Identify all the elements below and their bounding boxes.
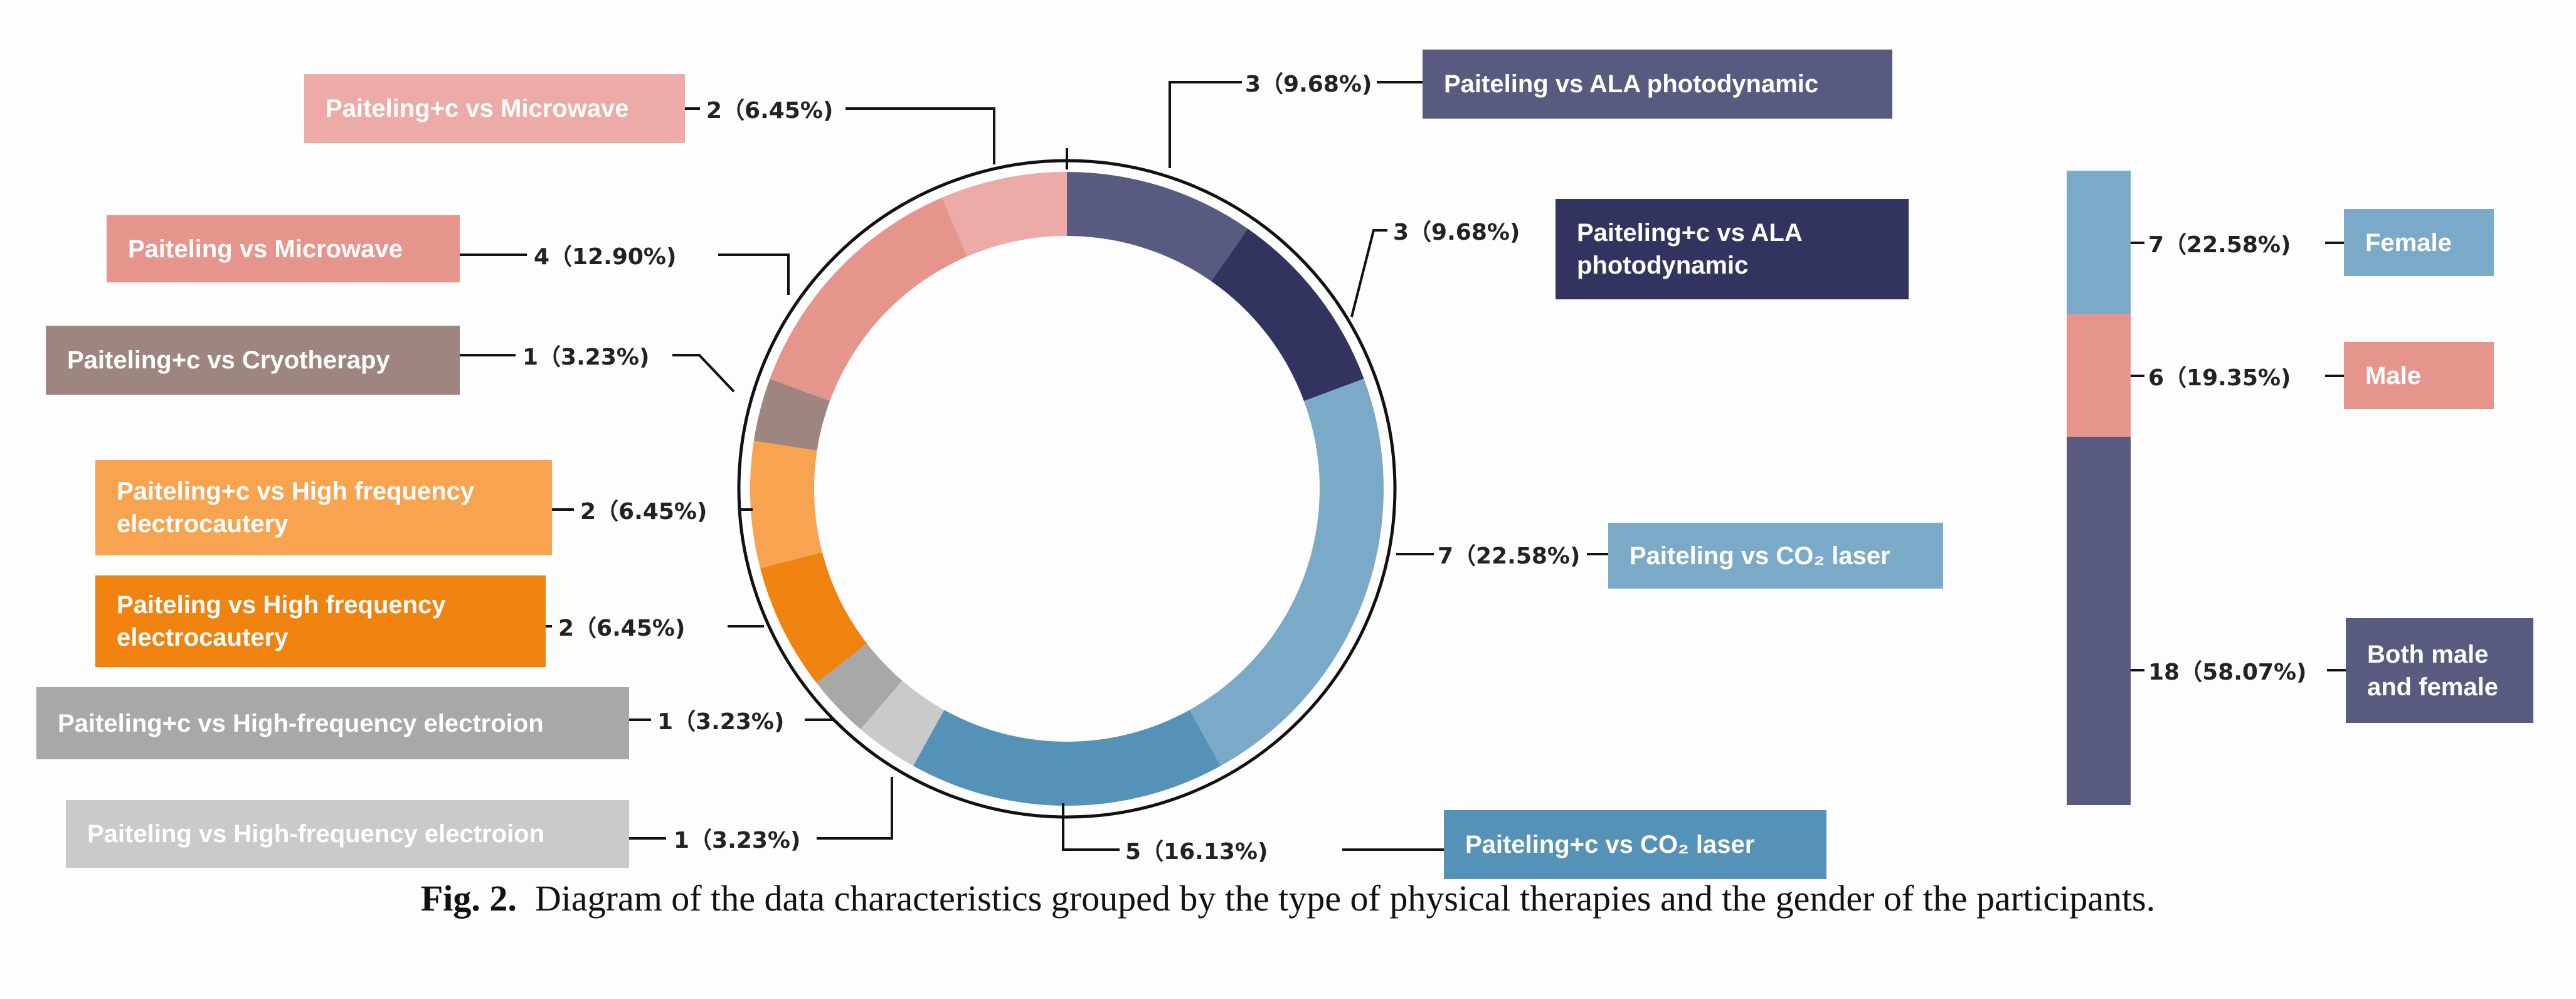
leader-line-ring-3 [1062, 803, 1120, 851]
gender-label-box-2: Both male and female [2346, 618, 2533, 723]
gender-bar-segment-0 [2067, 171, 2131, 314]
therapy-value-label-4: 1（3.23%) [674, 828, 801, 853]
donut-segment-8 [753, 378, 830, 451]
leader-line-ring-4 [817, 777, 893, 840]
caption-label: Fig. 2. [420, 878, 517, 919]
therapy-value-label-6: 2（6.45%) [558, 616, 686, 641]
figure-caption: Fig. 2. Diagram of the data characterist… [0, 877, 2576, 919]
caption-text: Diagram of the data characteristics grou… [534, 878, 2156, 919]
donut-segment-3 [913, 710, 1221, 806]
therapy-value-label-10: 2（6.45%) [706, 98, 834, 124]
therapy-label-box-2: Paiteling vs CO₂ laser [1608, 523, 1943, 589]
leader-line-ring-10 [845, 107, 995, 164]
therapy-value-label-5: 1（3.23%) [657, 709, 785, 735]
gender-value-label-2: 18（58.07%) [2148, 660, 2307, 685]
therapy-value-label-3: 5（16.13%) [1125, 839, 1268, 865]
therapy-label-box-5: Paiteling+c vs High-frequency electroion [36, 687, 629, 759]
therapy-label-box-10: Paiteling+c vs Microwave [304, 74, 685, 143]
donut-segment-2 [1189, 378, 1384, 766]
donut-segment-7 [750, 441, 822, 569]
leader-line-ring-8 [672, 354, 735, 393]
therapy-value-label-1: 3（9.68%) [1393, 220, 1520, 245]
donut-segment-0 [1067, 172, 1248, 282]
therapy-label-box-9: Paiteling vs Microwave [107, 215, 460, 282]
gender-label-box-0: Female [2344, 209, 2494, 276]
donut-segment-1 [1211, 228, 1364, 402]
donut-segment-4 [861, 680, 945, 766]
gender-value-label-1: 6（19.35%) [2148, 365, 2291, 391]
outer-ring [737, 159, 1397, 819]
therapy-value-label-7: 2（6.45%) [580, 499, 708, 525]
leader-line-1 [1350, 229, 1387, 318]
donut-segment-10 [941, 172, 1067, 257]
gender-value-label-0: 7（22.58%) [2148, 232, 2291, 258]
therapy-label-box-7: Paiteling+c vs High frequency electrocau… [95, 460, 552, 555]
donut-segment-6 [760, 552, 867, 683]
leader-line-ring-0 [1169, 81, 1242, 168]
gender-bar-segment-1 [2067, 314, 2131, 437]
therapy-label-box-4: Paiteling vs High-frequency electroion [66, 800, 629, 868]
therapy-value-label-0: 3（9.68%) [1245, 72, 1372, 97]
donut-segment-5 [816, 643, 903, 730]
therapy-value-label-9: 4（12.90%) [534, 244, 677, 270]
therapy-label-box-3: Paiteling+c vs CO₂ laser [1444, 810, 1826, 879]
therapy-label-box-6: Paiteling vs High frequency electrocaute… [95, 575, 546, 667]
donut-segment-9 [770, 197, 968, 402]
therapy-label-box-8: Paiteling+c vs Cryotherapy [46, 326, 460, 395]
therapy-value-label-8: 1（3.23%) [522, 345, 650, 370]
therapy-label-box-0: Paiteling vs ALA photodynamic [1423, 50, 1892, 119]
gender-bar-segment-2 [2067, 436, 2131, 805]
therapy-value-label-2: 7（22.58%) [1438, 543, 1581, 569]
gender-label-box-1: Male [2344, 342, 2494, 409]
leader-line-ring-9 [718, 254, 790, 295]
therapy-label-box-1: Paiteling+c vs ALA photodynamic [1556, 199, 1909, 299]
